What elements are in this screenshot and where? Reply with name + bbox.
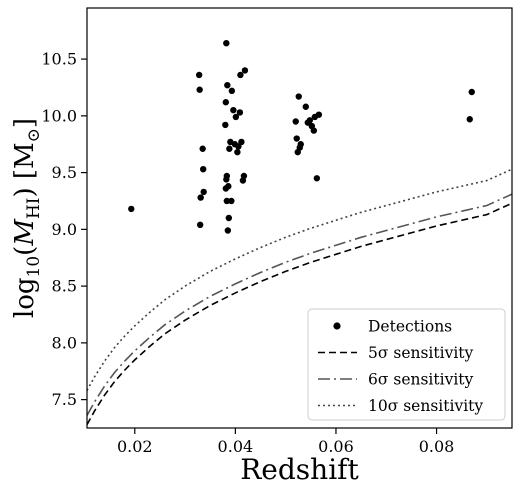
detection-point (310, 127, 318, 134)
detection-point (226, 145, 233, 152)
detection-point (224, 227, 232, 234)
series-line-1 (87, 202, 512, 425)
series-line-2 (87, 193, 512, 416)
detection-point (223, 176, 230, 183)
legend-label: 10σ sensitivity (368, 397, 483, 415)
detection-point (293, 135, 300, 142)
detection-point (240, 172, 248, 180)
detection-point (222, 121, 229, 129)
legend-label: Detections (368, 318, 452, 336)
detection-point (238, 138, 245, 146)
plot-frame (86, 7, 513, 429)
detection-point (222, 99, 230, 106)
x-axis-ticks: 0.02 0.04 0.06 0.08 (117, 428, 454, 456)
y-axis-ticks: 7.5 8.0 8.5 9.0 9.5 10.0 10.5 (41, 50, 87, 409)
detection-point (234, 148, 241, 156)
plot-content (87, 39, 512, 425)
y-axis-title: log10(MHI) [M⊙] (10, 118, 44, 318)
detection-point (199, 165, 207, 173)
detection-point (225, 214, 233, 222)
series-line-3 (87, 168, 512, 391)
y-title-var: M (10, 218, 40, 247)
detection-point (224, 81, 231, 89)
y-title-end: ] (10, 118, 40, 128)
detection-point (223, 197, 231, 205)
detection-point (228, 87, 236, 95)
detection-point (237, 71, 244, 79)
legend-items: Detections 5σ sensitivity 6σ sensitivity 10… (318, 318, 483, 415)
detection-point (200, 188, 207, 196)
y-tick-label: 10.5 (41, 50, 77, 69)
legend-label: 6σ sensitivity (368, 371, 474, 389)
detection-point (228, 197, 235, 205)
legend-label: 5σ sensitivity (368, 344, 474, 362)
detection-point (232, 113, 240, 121)
detection-point (195, 71, 203, 79)
legend-box (307, 308, 506, 421)
y-title-unit-sub: ⊙ (24, 128, 44, 142)
y-tick-label: 9.5 (52, 163, 77, 182)
y-title-sub: 10 (24, 256, 44, 278)
y-tick-label: 9.0 (52, 220, 77, 239)
detection-point (306, 117, 314, 124)
y-title-open: ( (10, 246, 40, 256)
detection-point (128, 205, 135, 213)
legend: Detections 5σ sensitivity 6σ sensitivity 10… (307, 308, 506, 421)
detection-point (466, 116, 473, 123)
detection-point (313, 175, 321, 182)
detection-point (199, 145, 206, 152)
x-tick-label: 0.06 (318, 437, 354, 456)
detection-point (295, 93, 302, 100)
x-tick-label: 0.08 (419, 437, 455, 456)
detection-point (196, 86, 203, 93)
detection-point (292, 118, 299, 125)
detection-point (236, 109, 244, 116)
detection-point (302, 103, 309, 110)
x-axis-title: Redshift (240, 453, 359, 486)
detection-point (297, 141, 304, 148)
y-tick-label: 7.5 (52, 390, 77, 409)
y-title-var-sub: HI (24, 198, 44, 220)
detection-point (315, 111, 323, 118)
y-title-prefix: log (10, 277, 40, 318)
detection-point (225, 183, 232, 190)
y-tick-label: 8.0 (52, 333, 77, 352)
detection-point (197, 194, 204, 201)
detection-point (241, 67, 249, 74)
x-tick-label: 0.02 (117, 437, 153, 456)
x-tick-label: 0.04 (218, 437, 254, 456)
detection-point (223, 39, 230, 47)
detection-point (468, 88, 475, 96)
y-title-close: ) [M (10, 142, 40, 197)
y-tick-label: 10.0 (41, 106, 77, 125)
detection-point (235, 143, 242, 150)
y-tick-label: 8.5 (52, 277, 77, 296)
detection-point (230, 106, 237, 114)
detection-point (196, 221, 204, 229)
legend-symbol-detections (333, 322, 341, 330)
